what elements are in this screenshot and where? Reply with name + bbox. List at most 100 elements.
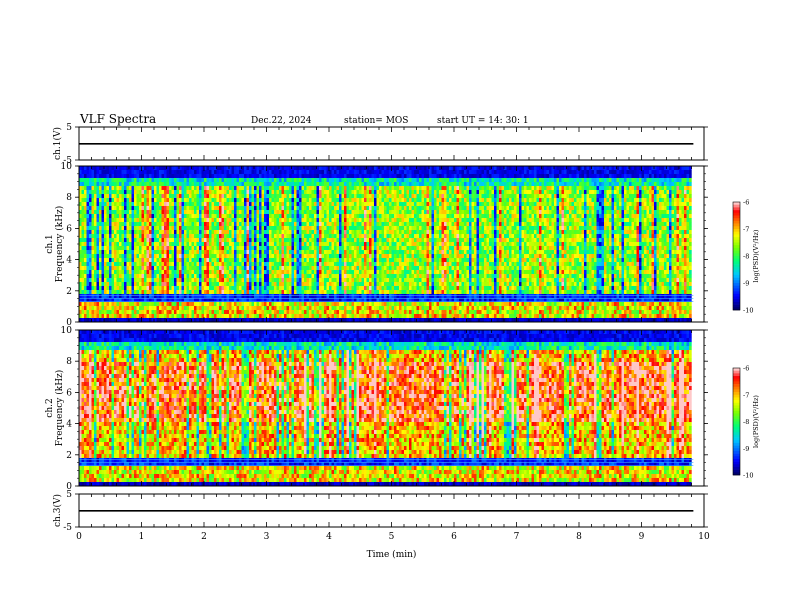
y-tick-label: 5 [66,123,72,133]
y-tick-label: 4 [66,256,72,266]
colorbar-segment [733,410,740,414]
x-tick-label: 2 [201,532,207,542]
colorbar-segment [733,434,740,438]
colorbar-segment [733,280,740,284]
spectrogram-cells [79,330,692,487]
colorbar-segment [733,402,740,406]
colorbar-tick-label: -8 [743,253,749,261]
x-tick-label: 6 [451,532,457,542]
colorbar-segment [733,461,740,465]
x-axis-label: Time (min) [367,549,417,560]
colorbar-tick-label: -6 [743,199,749,207]
colorbar-frame [732,201,741,311]
colorbar-segment [733,269,740,273]
colorbar-segment [733,440,740,444]
colorbar-segment [733,432,740,436]
colorbar-tick-label: -8 [743,418,749,426]
colorbar-segment [733,250,740,254]
colorbar-segment [733,204,740,208]
y-tick-label: 8 [66,357,72,367]
y-tick-label: -5 [63,156,72,166]
colorbar-segment [733,202,740,205]
y-axis-label: ch.2 [45,398,55,417]
colorbar-segment [733,394,740,398]
x-tick-label: 9 [639,532,645,542]
x-tick-label: 8 [576,532,582,542]
colorbar-segment [733,376,740,379]
y-tick-label: -5 [63,523,72,533]
colorbar-segment [733,418,740,422]
colorbar-segment [733,400,740,404]
colorbar-segment [733,450,740,454]
y-tick-label: 0 [66,318,72,328]
x-tick-label: 3 [264,532,270,542]
colorbar-segment [733,215,740,219]
colorbar-label: log(PSD)(V²/Hz) [752,395,760,448]
y-axis-label: Frequency (kHz) [54,370,65,447]
colorbar-segment [733,381,740,385]
y-axis-label: ch.3(V) [52,494,63,527]
x-tick-label: 0 [76,532,82,542]
colorbar-segment [733,229,740,232]
colorbar-segment [733,210,740,214]
colorbar-segment [733,296,740,300]
y-tick-label: 6 [66,388,72,398]
colorbar-segment [733,405,740,409]
colorbar-segment [733,293,740,297]
colorbar-segment [733,429,740,433]
date-label: Dec.22, 2024 [251,116,312,126]
y-tick-label: 8 [66,193,72,203]
colorbar-segment [733,448,740,452]
colorbar-segment [733,291,740,295]
colorbar-tick-label: -10 [743,307,753,315]
y-tick-label: 0 [66,482,72,492]
colorbar-segment [733,389,740,393]
colorbar-segment [733,247,740,251]
x-tick-label: 4 [326,532,332,542]
y-tick-label: 5 [66,490,72,500]
colorbar-segment [733,378,740,382]
y-axis-label: ch.1(V) [52,127,63,160]
colorbar-segment [733,437,740,441]
y-tick-label: 6 [66,224,72,234]
colorbar-segment [733,242,740,246]
x-tick-label: 7 [514,532,520,542]
colorbar-segment [733,397,740,401]
x-tick-label: 1 [139,532,145,542]
y-tick-label: 2 [66,451,72,461]
colorbar-segment [733,386,740,390]
y-tick-label: 10 [61,162,73,172]
colorbar-segment [733,274,740,278]
colorbar-segment [733,408,740,412]
colorbar-segment [733,299,740,303]
station-label: station= MOS [344,116,408,126]
colorbar-segment [733,458,740,462]
colorbar-tick-label: -6 [743,365,749,373]
colorbar-segment [733,237,740,241]
colorbar-segment [733,266,740,270]
figure-title: VLF Spectra [79,112,156,126]
y-tick-label: 10 [61,326,73,336]
colorbar-segment [733,307,740,311]
colorbar-segment [733,253,740,257]
colorbar-segment [733,234,740,238]
colorbar-segment [733,384,740,388]
colorbar-segment [733,373,740,377]
colorbar-segment [733,261,740,265]
colorbar-segment [733,277,740,281]
colorbar-segment [733,220,740,224]
colorbar-segment [733,239,740,243]
colorbar-segment [733,426,740,430]
colorbar-segment [733,445,740,449]
colorbar-segment [733,245,740,249]
x-tick-label: 5 [389,532,395,542]
y-tick-label: 2 [66,287,72,297]
colorbar-segment [733,421,740,425]
colorbar-segment [733,258,740,262]
colorbar-segment [733,288,740,292]
colorbar-tick-label: -9 [743,445,749,453]
colorbar-segment [733,283,740,286]
colorbar-segment [733,264,740,268]
